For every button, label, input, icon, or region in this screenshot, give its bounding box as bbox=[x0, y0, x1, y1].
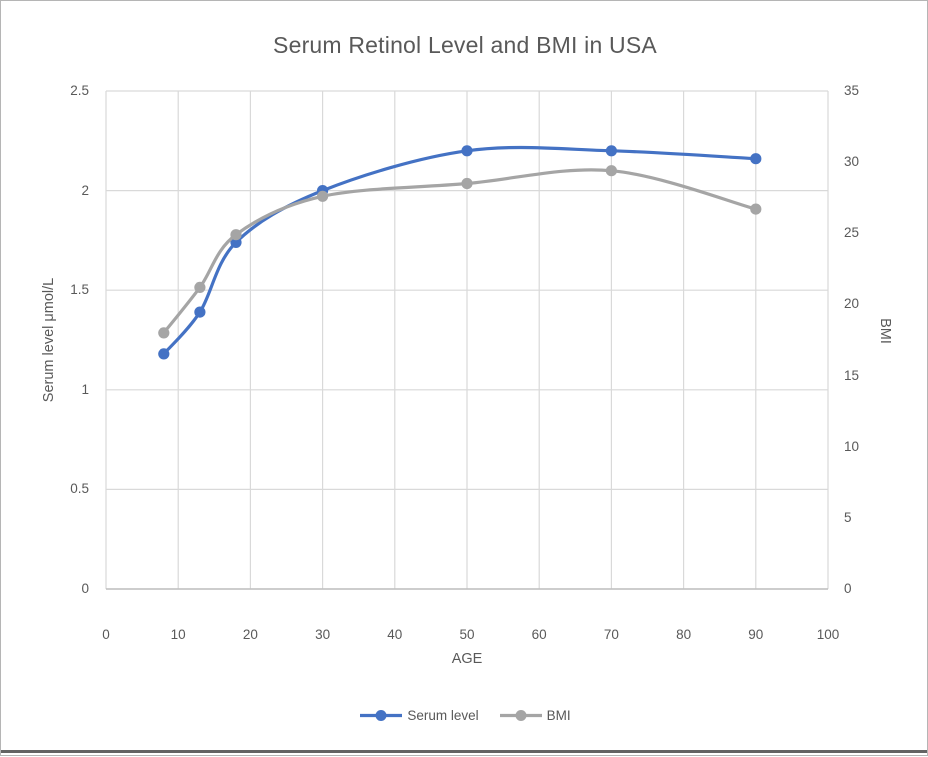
bmi-legend-marker-icon bbox=[499, 710, 542, 721]
left-axis-tick-label: 2 bbox=[81, 182, 89, 198]
left-axis-title: Serum level μmol/L bbox=[41, 277, 57, 403]
x-axis-tick-label: 30 bbox=[315, 627, 331, 642]
x-axis-tick-label: 0 bbox=[102, 627, 110, 642]
right-axis-tick-label: 25 bbox=[844, 225, 860, 241]
right-axis-tick-label: 0 bbox=[844, 581, 852, 596]
right-axis-tick-label: 5 bbox=[844, 509, 852, 525]
right-axis-tick-label: 35 bbox=[844, 83, 860, 98]
legend-item-serum-level[interactable]: Serum level bbox=[359, 708, 479, 723]
x-axis-tick-label: 60 bbox=[531, 627, 547, 642]
x-axis-tick-label: 50 bbox=[459, 627, 475, 642]
chart-title: Serum Retinol Level and BMI in USA bbox=[273, 32, 657, 58]
right-axis-title: BMI bbox=[877, 318, 893, 344]
left-axis-tick-label: 1 bbox=[81, 381, 89, 397]
right-axis-tick-label: 20 bbox=[844, 296, 860, 312]
x-axis-tick-label: 70 bbox=[603, 627, 619, 642]
right-axis-tick-label: 15 bbox=[844, 367, 860, 383]
x-axis-tick-label: 80 bbox=[676, 627, 692, 642]
x-axis-tick-label: 20 bbox=[242, 627, 258, 642]
x-axis-title: AGE bbox=[451, 651, 483, 667]
left-axis-tick-label: 2.5 bbox=[70, 83, 89, 98]
left-axis-tick-label: 0.5 bbox=[70, 481, 89, 497]
x-axis-tick-label: 90 bbox=[748, 627, 764, 642]
x-axis-tick-label: 10 bbox=[170, 627, 186, 642]
left-axis-tick-label: 0 bbox=[81, 581, 89, 596]
right-axis-tick-label: 30 bbox=[844, 154, 860, 170]
right-axis-tick-label: 10 bbox=[844, 438, 860, 454]
left-axis-tick-label: 1.5 bbox=[70, 282, 89, 298]
x-axis-tick-label: 100 bbox=[816, 627, 840, 642]
legend-label-serum-level: Serum level bbox=[407, 708, 479, 723]
window-bottom-edge bbox=[1, 750, 927, 753]
x-axis-tick-label: 40 bbox=[387, 627, 403, 642]
legend-item-bmi[interactable]: BMI bbox=[499, 708, 571, 723]
serum-level-legend-marker-icon bbox=[360, 710, 403, 721]
legend: Serum level BMI bbox=[1, 708, 928, 723]
legend-label-bmi: BMI bbox=[546, 708, 571, 723]
